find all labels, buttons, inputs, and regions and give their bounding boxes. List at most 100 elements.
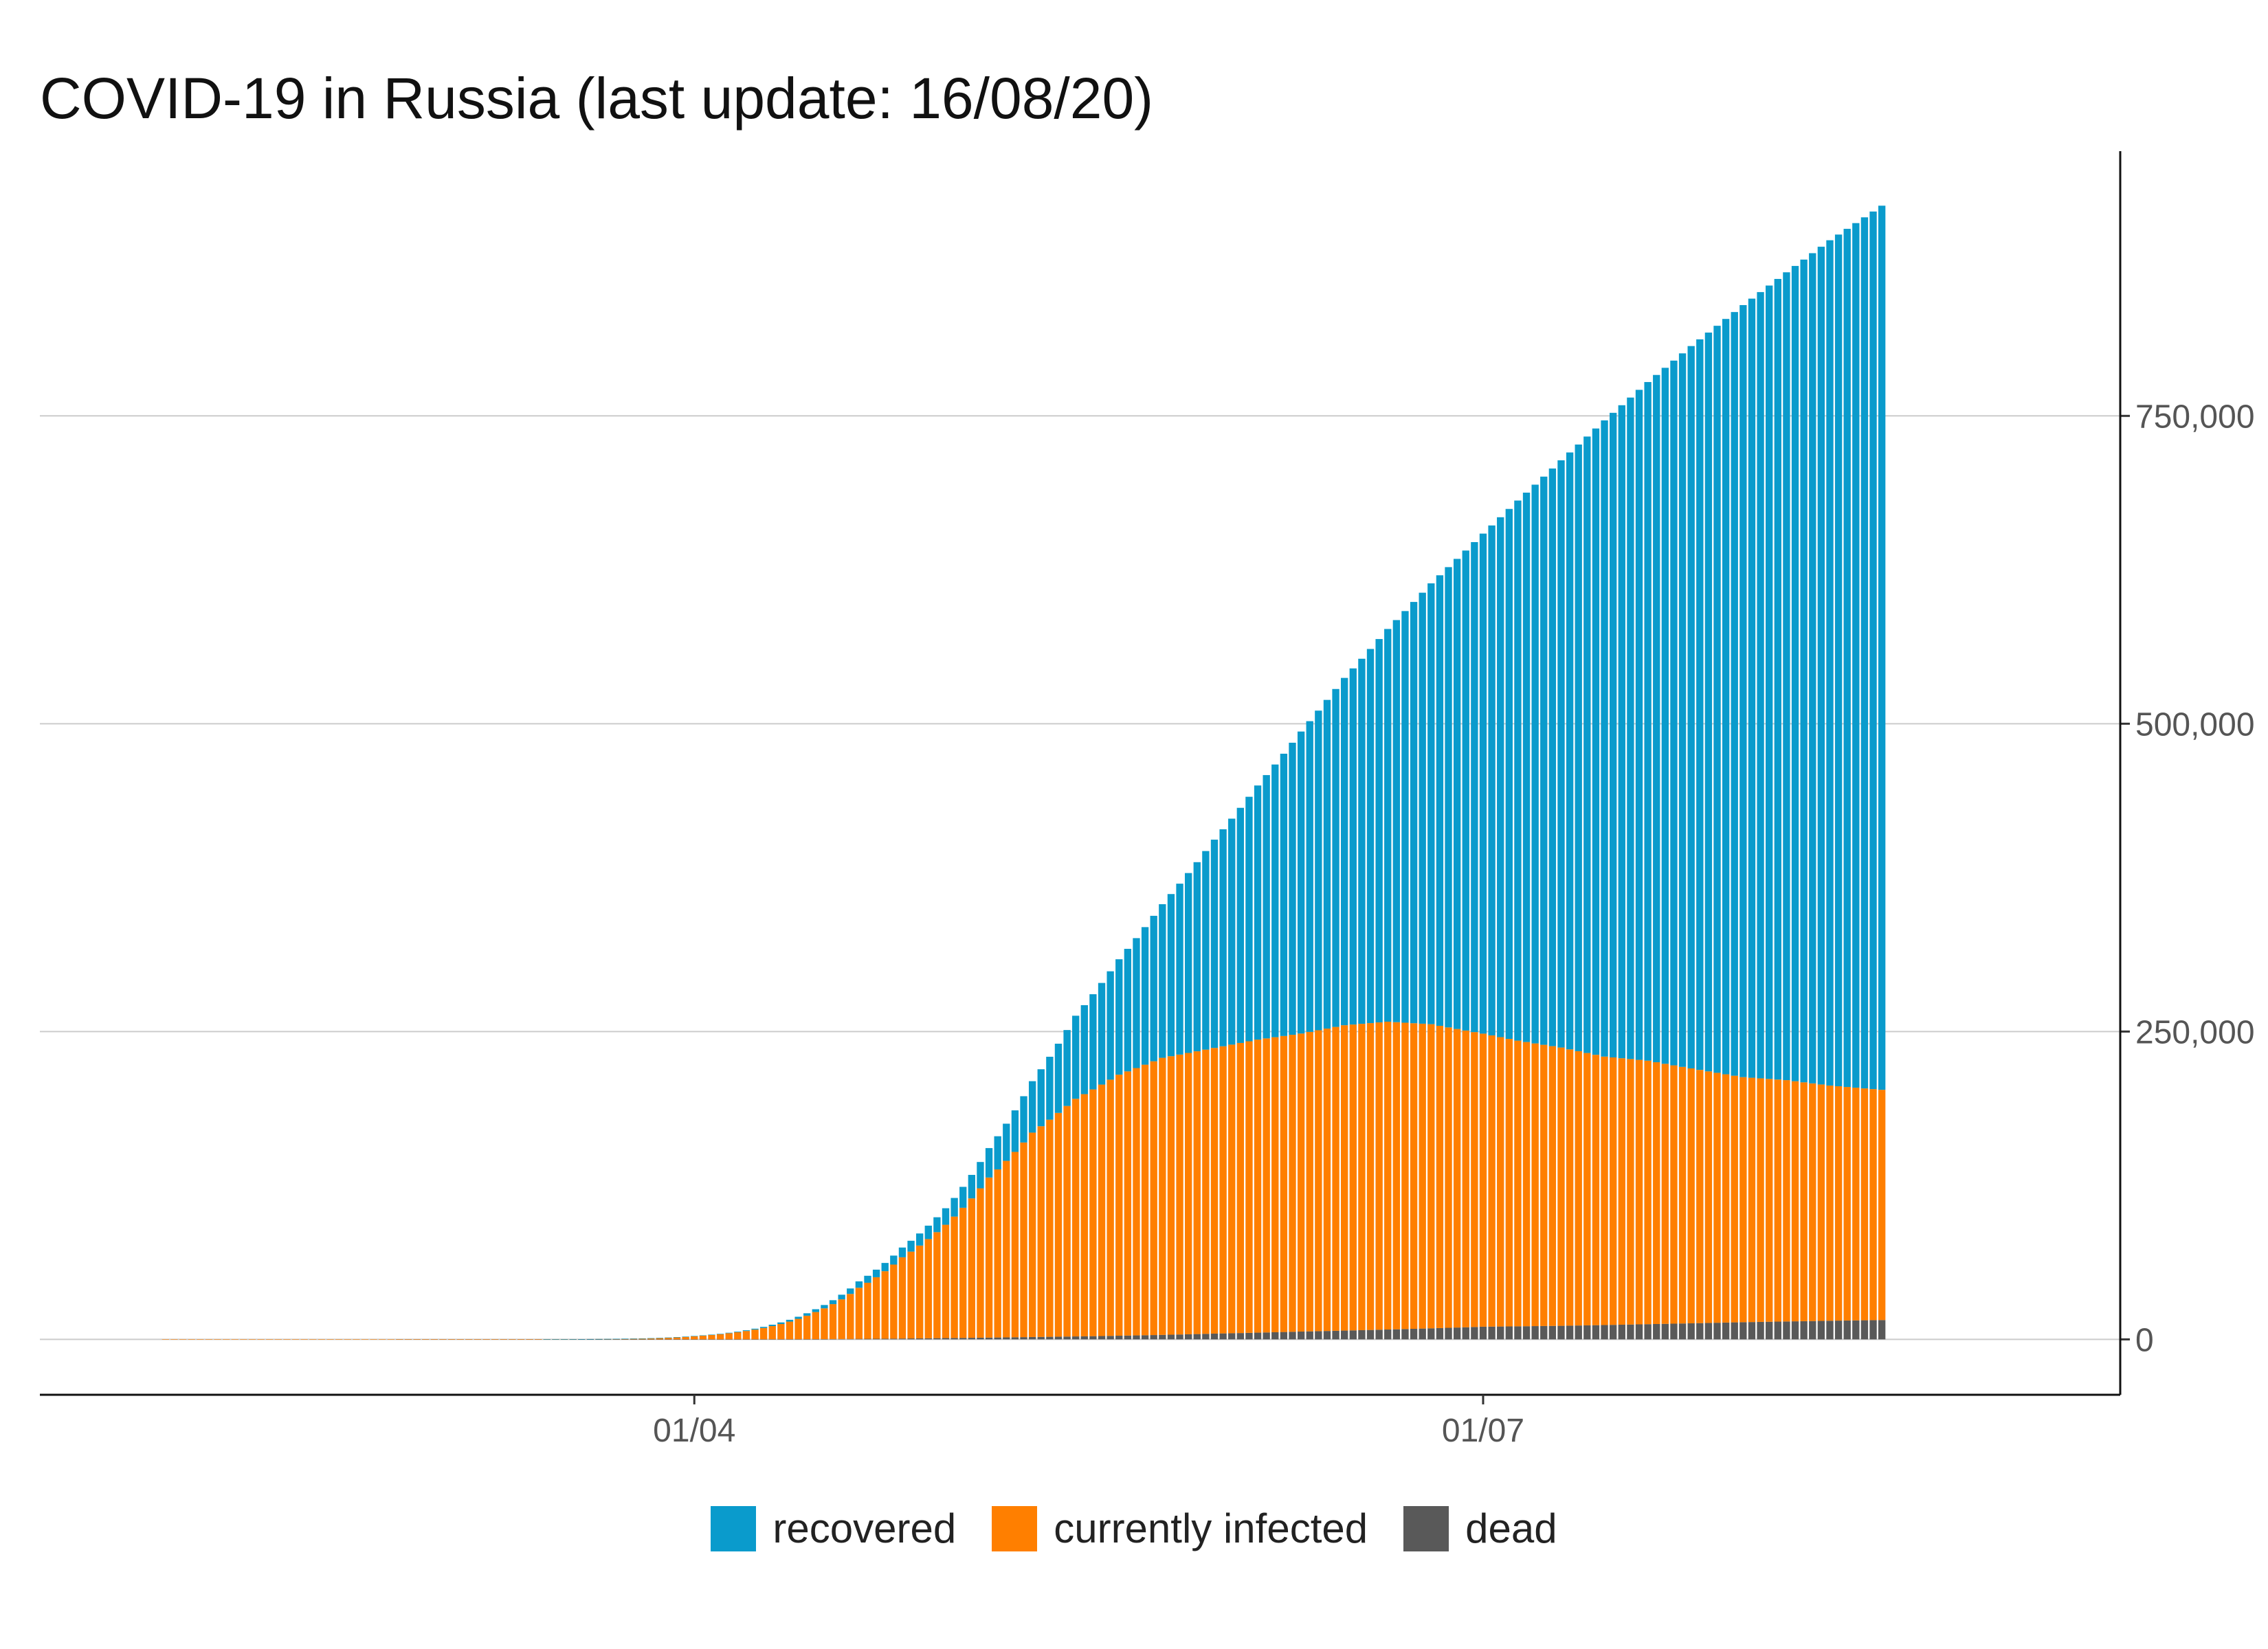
bar-segment-infected (1089, 1089, 1097, 1336)
bar-segment-recovered (1133, 938, 1140, 1068)
bar-segment-infected (170, 1339, 178, 1340)
bar-segment-infected (1193, 1051, 1201, 1334)
bar-day (1860, 217, 1869, 1340)
bar-segment-recovered (742, 1330, 751, 1332)
bar-segment-recovered (1098, 983, 1106, 1085)
bar-segment-infected (1315, 1030, 1322, 1332)
bar-segment-infected (456, 1339, 464, 1340)
bar-segment-recovered (1254, 785, 1262, 1040)
bar-segment-dead (1366, 1330, 1375, 1340)
bar-segment-infected (291, 1339, 300, 1340)
bar-segment-recovered (829, 1300, 837, 1305)
bar-segment-infected (482, 1339, 490, 1340)
bar-segment-infected (855, 1288, 863, 1339)
bar-day (188, 1339, 195, 1340)
bar-segment-dead (612, 1339, 620, 1340)
bar-segment-infected (283, 1339, 291, 1340)
bar-segment-recovered (786, 1319, 794, 1322)
bar-segment-recovered (1766, 285, 1773, 1079)
bar-day (257, 1339, 265, 1340)
bar-segment-recovered (1028, 1081, 1036, 1133)
bar-day (1080, 1005, 1088, 1340)
bar-segment-dead (1748, 1322, 1756, 1340)
bar-segment-dead (1141, 1335, 1149, 1340)
bar-segment-infected (1479, 1033, 1487, 1327)
bar-segment-dead (1297, 1331, 1305, 1340)
bar-day (1583, 436, 1591, 1340)
bar-segment-infected (1852, 1088, 1860, 1321)
bar-segment-recovered (1392, 620, 1401, 1022)
bar-segment-infected (1037, 1126, 1045, 1337)
bar-segment-recovered (725, 1332, 733, 1334)
bar-day (1366, 649, 1375, 1340)
bar-segment-dead (812, 1339, 819, 1340)
bar-segment-recovered (1176, 884, 1183, 1055)
bar-segment-dead (1445, 1327, 1452, 1340)
bar-segment-infected (1766, 1079, 1773, 1322)
bar-segment-recovered (881, 1263, 889, 1272)
bar-segment-infected (959, 1207, 967, 1338)
bar-segment-recovered (907, 1240, 915, 1252)
bar-segment-recovered (1228, 818, 1236, 1045)
bar-segment-dead (682, 1339, 689, 1340)
bar-day (1124, 948, 1132, 1340)
bar-segment-recovered (1791, 266, 1799, 1081)
bar-day (1722, 319, 1730, 1340)
bar-segment-infected (977, 1188, 984, 1338)
bar-segment-dead (691, 1339, 698, 1340)
bar-segment-infected (734, 1332, 742, 1340)
bar-segment-infected (396, 1339, 403, 1340)
bar-segment-recovered (603, 1338, 612, 1340)
bar-day (1687, 346, 1695, 1340)
bar-segment-dead (838, 1338, 845, 1340)
bar-segment-infected (1583, 1053, 1591, 1325)
bar-day (734, 1332, 742, 1340)
bar-segment-recovered (1054, 1044, 1063, 1113)
bar-segment-infected (1063, 1106, 1071, 1337)
bar-segment-recovered (673, 1337, 681, 1338)
bar-day (898, 1247, 907, 1340)
bar-segment-dead (621, 1339, 629, 1340)
bar-segment-dead (1522, 1326, 1531, 1340)
bar-segment-recovered (1800, 259, 1808, 1083)
bar-segment-dead (1766, 1321, 1773, 1340)
bar-segment-recovered (1583, 436, 1591, 1053)
bar-day (318, 1339, 326, 1340)
bar-day (994, 1136, 1001, 1340)
bar-segment-dead (742, 1339, 751, 1340)
bar-segment-dead (942, 1338, 950, 1340)
bar-day (1514, 500, 1522, 1340)
bar-segment-recovered (1159, 904, 1166, 1058)
bar-segment-infected (439, 1339, 447, 1340)
bar-day (1748, 298, 1756, 1340)
bar-segment-dead (1774, 1321, 1781, 1340)
bar-segment-infected (326, 1339, 334, 1340)
bar-segment-dead (994, 1337, 1001, 1340)
bar-segment-infected (1514, 1040, 1522, 1327)
bar-segment-recovered (560, 1339, 568, 1340)
bar-segment-infected (716, 1334, 724, 1340)
bar-segment-recovered (1774, 278, 1781, 1080)
bar-day (474, 1339, 482, 1340)
bar-day (1245, 796, 1253, 1340)
bar-day (1419, 592, 1426, 1340)
bar-day (1349, 668, 1357, 1340)
bar-segment-infected (1323, 1029, 1331, 1332)
bar-day (1358, 658, 1366, 1340)
bar-segment-dead (1115, 1336, 1123, 1340)
bar-day (1627, 397, 1634, 1340)
bar-segment-recovered (890, 1255, 898, 1265)
bar-day (1678, 353, 1687, 1340)
bar-day (1271, 764, 1279, 1340)
bar-segment-recovered (1834, 234, 1843, 1086)
bar-segment-infected (222, 1339, 230, 1340)
bar-day (1436, 575, 1444, 1340)
bar-segment-infected (1028, 1132, 1036, 1337)
bar-day (803, 1313, 811, 1340)
bar-segment-dead (1063, 1336, 1071, 1340)
bar-segment-dead (1471, 1327, 1478, 1340)
bar-segment-dead (1627, 1324, 1634, 1340)
bar-day (950, 1198, 958, 1340)
bar-day (274, 1339, 282, 1340)
bar-segment-dead (1098, 1336, 1106, 1340)
